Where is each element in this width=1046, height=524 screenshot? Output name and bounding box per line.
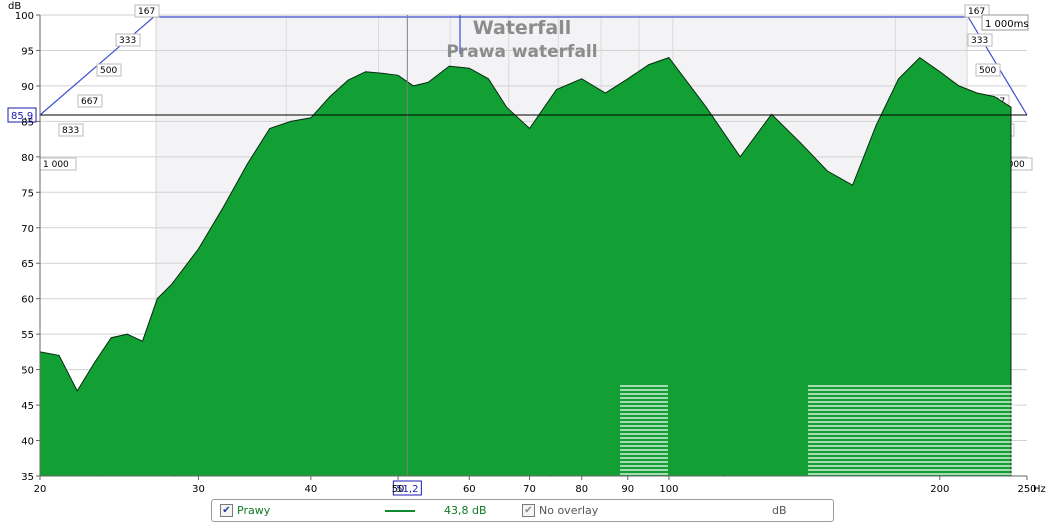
time-tick-label-left: 667	[81, 97, 98, 107]
series-label: Prawy	[237, 504, 271, 517]
cursor-x-label: 51,2	[396, 484, 418, 495]
y-tick-label: 100	[15, 11, 34, 22]
x-tick-label: 40	[304, 484, 317, 495]
y-tick-label: 85	[21, 117, 34, 128]
time-tick-label-left: 167	[138, 7, 155, 17]
x-tick-label: 200	[930, 484, 949, 495]
waterfall-slices	[39, 56, 1015, 478]
cursor-x-box	[392, 480, 422, 496]
time-tick-label-left: 1 000	[43, 160, 69, 170]
legend-bar: ✔ Prawy 43,8 dB ✔ No overlay dB	[211, 499, 834, 522]
y-tick-label: 90	[21, 82, 34, 93]
overlay-checkbox[interactable]: ✔	[522, 504, 535, 517]
time-tick-box-left	[58, 123, 84, 137]
y-tick-label: 45	[21, 401, 34, 412]
y-tick-label: 60	[21, 295, 34, 306]
y-axis: dB 35 40 45 50 55 60 65 70 75 80 85 90 95 100	[8, 1, 41, 483]
y-tick-label: 50	[21, 366, 34, 377]
waterfall-slice	[39, 56, 1012, 477]
time-tick-box-left	[77, 94, 103, 108]
y-tick-label: 80	[21, 153, 34, 164]
x-tick-label: 70	[523, 484, 536, 495]
y-tick-label: 65	[21, 259, 34, 270]
x-tick-label: 100	[659, 484, 678, 495]
time-tick-box-right	[975, 63, 1001, 77]
x-tick-label: 90	[621, 484, 634, 495]
y-tick-label: 35	[21, 472, 34, 483]
y-axis-label: dB	[8, 1, 21, 12]
time-tick-box-left	[115, 33, 141, 47]
y-tick-label: 55	[21, 330, 34, 341]
series-checkbox[interactable]: ✔	[220, 504, 233, 517]
x-tick-label: 20	[34, 484, 47, 495]
time-tick-box-right	[967, 33, 993, 47]
cursor-y-label: 85,9	[11, 111, 33, 122]
time-tick-box-left	[134, 4, 160, 18]
y-tick-label: 70	[21, 224, 34, 235]
y-tick-label: 40	[21, 437, 34, 448]
cursor-crosshair[interactable]: 85,9 51,2	[7, 15, 1027, 496]
time-tick-label-left: 333	[119, 36, 136, 46]
x-tick-label: 60	[463, 484, 476, 495]
chart-title: Waterfall	[473, 17, 572, 39]
time-tick-box-right	[964, 4, 990, 18]
time-end-box	[981, 14, 1029, 31]
time-tick-label-left: 500	[100, 66, 117, 76]
series-value: 43,8 dB	[444, 504, 487, 517]
time-tick-box-left	[96, 63, 122, 77]
time-tick-label-right: 1 000	[999, 160, 1025, 170]
time-end-label: 1 000ms	[985, 19, 1029, 30]
x-tick-label: 250	[1017, 484, 1036, 495]
time-tick-label-left: 833	[62, 126, 79, 136]
time-tick-label-right: 167	[968, 7, 985, 17]
y-tick-label: 75	[21, 188, 34, 199]
x-axis-label: Hz	[1033, 484, 1046, 495]
x-tick-label: 80	[575, 484, 588, 495]
overlay-label: No overlay	[539, 504, 599, 517]
time-tick-label-right: 333	[971, 36, 988, 46]
y-tick-label: 95	[21, 46, 34, 57]
overlay-value: dB	[772, 504, 787, 517]
x-tick-label: 30	[192, 484, 205, 495]
series-line-swatch	[385, 510, 415, 512]
cursor-y-box	[7, 107, 37, 123]
x-tick-label: 50	[392, 484, 405, 495]
time-tick-label-right: 500	[979, 66, 996, 76]
chart-subtitle: Prawa waterfall	[446, 42, 597, 62]
